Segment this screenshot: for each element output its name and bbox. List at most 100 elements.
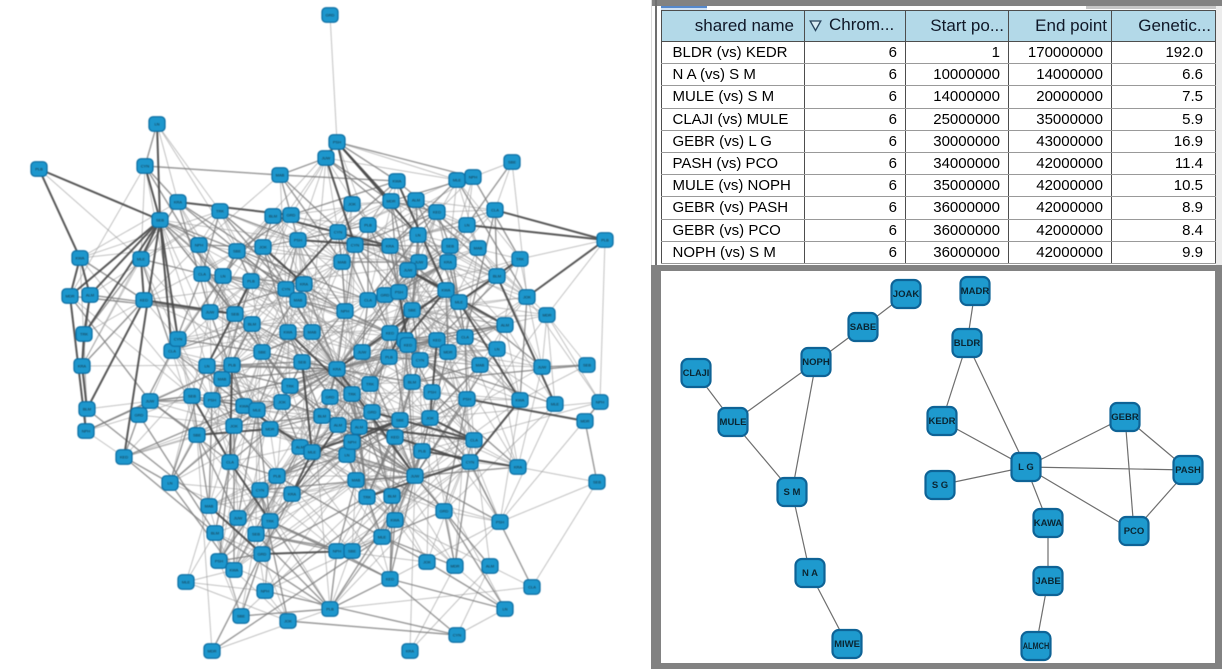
svg-text:GRD: GRD (258, 552, 267, 557)
svg-text:MULE: MULE (720, 417, 747, 428)
svg-text:BLM: BLM (83, 407, 91, 412)
svg-text:LN: LN (415, 233, 420, 238)
svg-text:SBE: SBE (233, 249, 241, 254)
svg-text:JUW: JUW (234, 516, 243, 521)
svg-text:GRD: GRD (381, 293, 390, 298)
svg-text:SEB: SEB (231, 312, 239, 317)
svg-text:BLM: BLM (318, 414, 326, 419)
svg-text:LN: LN (154, 122, 159, 127)
svg-text:GRD: GRD (326, 13, 335, 18)
svg-text:JOK: JOK (426, 416, 434, 421)
svg-text:MAB: MAB (476, 363, 485, 368)
svg-text:SEB: SEB (252, 532, 260, 537)
svg-text:CLA: CLA (470, 438, 478, 443)
svg-text:LN: LN (502, 607, 507, 612)
svg-text:NPH: NPH (348, 440, 357, 445)
svg-text:PLB: PLB (326, 607, 334, 612)
svg-text:KRA: KRA (333, 367, 342, 372)
svg-text:MIWE: MIWE (834, 639, 860, 650)
svg-text:MLE: MLE (308, 450, 317, 455)
svg-text:CYN: CYN (453, 633, 462, 638)
svg-text:N A: N A (802, 568, 818, 579)
svg-text:JOAK: JOAK (893, 289, 920, 300)
svg-text:CLA: CLA (198, 272, 206, 277)
svg-text:PASH: PASH (1175, 465, 1201, 476)
svg-text:KWA: KWA (442, 288, 451, 293)
svg-text:TRK: TRK (286, 384, 294, 389)
svg-text:ALM: ALM (486, 564, 494, 569)
svg-text:KRA: KRA (406, 649, 415, 654)
svg-text:PSH: PSH (215, 559, 223, 564)
svg-text:KED: KED (140, 298, 148, 303)
svg-text:LN: LN (167, 481, 172, 486)
svg-text:JOK: JOK (230, 424, 238, 429)
svg-text:CYN: CYN (141, 164, 150, 169)
svg-text:L G: L G (1018, 462, 1034, 473)
svg-text:KAWA: KAWA (1034, 518, 1063, 529)
svg-text:ALMCH: ALMCH (1023, 641, 1050, 652)
svg-text:MLE: MLE (453, 178, 462, 183)
svg-text:GRD: GRD (326, 395, 335, 400)
svg-text:SBE: SBE (237, 614, 245, 619)
svg-text:TRK: TRK (216, 209, 224, 214)
svg-text:MAB: MAB (218, 377, 227, 382)
svg-text:NPH: NPH (195, 243, 204, 248)
svg-text:NPH: NPH (261, 589, 270, 594)
svg-text:KWA: KWA (284, 330, 293, 335)
svg-text:KWA: KWA (240, 404, 249, 409)
svg-text:TRK: TRK (80, 332, 88, 337)
svg-text:TRK: TRK (266, 519, 274, 524)
svg-text:MAB: MAB (276, 173, 285, 178)
svg-text:LN: LN (220, 274, 225, 279)
svg-text:KED: KED (404, 343, 412, 348)
svg-text:CLA: CLA (168, 349, 176, 354)
svg-text:SBE: SBE (193, 433, 201, 438)
svg-text:KRA: KRA (300, 282, 309, 287)
svg-text:MLE: MLE (253, 408, 262, 413)
svg-text:LN: LN (204, 364, 209, 369)
svg-text:PLB: PLB (385, 355, 393, 360)
svg-text:PSH: PSH (428, 390, 436, 395)
svg-text:SBE: SBE (348, 549, 356, 554)
svg-text:MDR: MDR (207, 649, 216, 654)
svg-text:MLE: MLE (182, 580, 191, 585)
svg-text:SBE: SBE (508, 160, 516, 165)
svg-text:MAB: MAB (352, 478, 361, 483)
svg-text:JOK: JOK (423, 560, 431, 565)
svg-text:NPH: NPH (469, 175, 478, 180)
svg-text:KED: KED (433, 338, 441, 343)
svg-text:NOPH: NOPH (802, 357, 830, 368)
svg-text:MDR: MDR (542, 313, 551, 318)
svg-text:JUW: JUW (411, 474, 420, 479)
svg-text:ALM: ALM (501, 323, 509, 328)
svg-text:CLA: CLA (528, 585, 536, 590)
svg-text:MLE: MLE (551, 402, 560, 407)
svg-text:KED: KED (120, 455, 128, 460)
svg-text:JOK: JOK (259, 245, 267, 250)
svg-text:GEBR: GEBR (1111, 412, 1139, 423)
svg-text:CLA: CLA (226, 460, 234, 465)
svg-text:BLM: BLM (408, 380, 416, 385)
svg-text:BLDR: BLDR (954, 338, 981, 349)
svg-text:KWA: KWA (516, 398, 525, 403)
svg-text:NPH: NPH (341, 309, 350, 314)
svg-text:CLA: CLA (491, 208, 499, 213)
svg-text:SBE: SBE (408, 308, 416, 313)
svg-text:BLM: BLM (493, 274, 501, 279)
svg-text:JUW: JUW (538, 365, 547, 370)
svg-text:JOK: JOK (523, 295, 531, 300)
svg-text:JOK: JOK (348, 202, 356, 207)
svg-text:KED: KED (391, 435, 399, 440)
svg-text:BLM: BLM (269, 214, 277, 219)
svg-text:PSH: PSH (208, 398, 216, 403)
svg-text:JUW: JUW (206, 310, 215, 315)
svg-text:MAB: MAB (205, 504, 214, 509)
svg-text:CLA: CLA (364, 298, 372, 303)
svg-text:KWA: KWA (230, 568, 239, 573)
svg-text:MAB: MAB (294, 298, 303, 303)
svg-text:PSH: PSH (395, 290, 403, 295)
svg-text:NPH: NPH (596, 400, 605, 405)
svg-text:CLAJI: CLAJI (683, 368, 710, 379)
svg-text:KWA: KWA (393, 179, 402, 184)
svg-text:ALM: ALM (355, 425, 363, 430)
